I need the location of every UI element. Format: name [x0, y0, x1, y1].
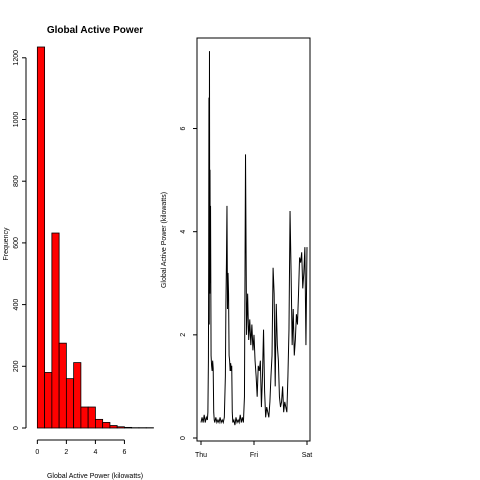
- histogram-bars: [36, 46, 154, 429]
- histogram-bar: [109, 425, 118, 429]
- histogram-bar: [116, 426, 125, 429]
- histogram-x-axis: 0 2 4 6: [35, 439, 126, 456]
- histogram-y-tick-label: 600: [13, 237, 20, 249]
- time-series-y-tick-label: 4: [180, 230, 187, 234]
- histogram-bar: [80, 406, 89, 429]
- histogram-bar: [44, 372, 53, 429]
- histogram-bar: [65, 378, 75, 429]
- time-series-panel: Global Active Power (kilowatts) Thu Fri Sa…: [161, 37, 312, 459]
- histogram-x-tick-label: 4: [93, 449, 97, 456]
- time-series-y-tick-label: 2: [180, 333, 187, 337]
- histogram-bar: [124, 426, 133, 429]
- time-series-y-tick-label: 0: [180, 436, 187, 440]
- time-series-x-tick-label: Sat: [302, 452, 313, 459]
- time-series-y-axis: 0 2 4 6: [180, 126, 197, 440]
- histogram-y-tick-label: 0: [13, 426, 20, 430]
- histogram-panel: Global Active Power Global Active Power …: [3, 25, 154, 480]
- histogram-bar: [87, 406, 96, 429]
- histogram-y-tick-label: 400: [13, 299, 20, 311]
- histogram-y-tick-label: 800: [13, 175, 20, 187]
- histogram-bar: [36, 46, 46, 429]
- histogram-x-tick-label: 6: [122, 449, 126, 456]
- histogram-y-tick-label: 1000: [13, 112, 20, 128]
- histogram-bar: [51, 232, 60, 429]
- histogram-x-axis-label: Global Active Power (kilowatts): [47, 473, 143, 480]
- histogram-y-tick-label: 1200: [13, 50, 20, 66]
- time-series-line: [200, 51, 308, 426]
- histogram-bar: [102, 422, 111, 429]
- time-series-y-axis-label: Global Active Power (kilowatts): [161, 192, 168, 288]
- time-series-plot-frame: [196, 37, 311, 442]
- time-series-x-tick-label: Fri: [250, 452, 259, 459]
- histogram-bar: [73, 362, 82, 429]
- histogram-y-axis-label: Frequency: [3, 227, 10, 261]
- time-series-x-axis: Thu Fri Sat: [195, 441, 312, 459]
- histogram-x-tick-label: 0: [35, 449, 39, 456]
- time-series-x-tick-label: Thu: [195, 452, 207, 459]
- histogram-y-axis: 0 200 400 600 800 1000 1200: [13, 50, 27, 430]
- histogram-bar: [58, 342, 67, 429]
- histogram-title: Global Active Power: [47, 25, 143, 36]
- histogram-bar: [95, 418, 104, 429]
- histogram-x-tick-label: 2: [64, 449, 68, 456]
- time-series-y-tick-label: 6: [180, 126, 187, 130]
- histogram-y-tick-label: 200: [13, 360, 20, 372]
